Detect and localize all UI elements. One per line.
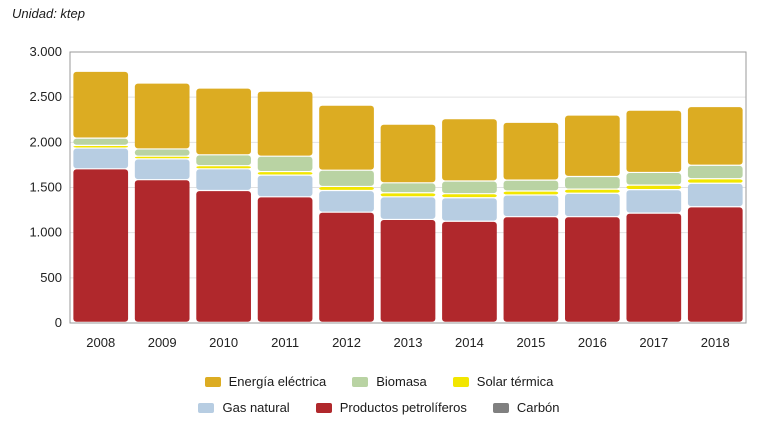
bar-segment: [196, 166, 251, 169]
bar-segment: [503, 180, 559, 191]
legend-label: Biomasa: [376, 374, 427, 389]
bar-segment: [503, 217, 559, 322]
y-tick-label: 1.500: [29, 180, 62, 195]
bar-segment: [319, 170, 374, 186]
legend-item-productos-petroliferos: Productos petrolíferos: [315, 400, 467, 415]
bar-segment: [626, 213, 682, 322]
bar-segment: [196, 155, 251, 166]
x-category-label: 2018: [701, 335, 730, 350]
bar-segment: [73, 138, 129, 145]
legend-item-biomasa: Biomasa: [352, 374, 427, 389]
legend-swatch-solar-termica: [452, 376, 469, 387]
legend-label: Energía eléctrica: [228, 374, 327, 389]
bar-segment: [134, 156, 190, 159]
bar-segment: [380, 193, 436, 197]
bar-segment: [626, 173, 682, 185]
x-category-label: 2009: [148, 335, 177, 350]
y-tick-label: 3.000: [29, 44, 62, 59]
bar-segment: [442, 119, 497, 181]
y-tick-label: 500: [40, 270, 62, 285]
bar-segment: [626, 185, 682, 190]
legend-item-solar-termica: Solar térmica: [452, 374, 554, 389]
bar-segment: [442, 194, 497, 198]
bar-segment: [319, 105, 374, 170]
x-category-label: 2016: [578, 335, 607, 350]
legend-label: Solar térmica: [476, 374, 554, 389]
x-category-label: 2015: [516, 335, 545, 350]
bar-segment: [442, 221, 497, 322]
bar-segment: [565, 217, 620, 322]
bar-segment: [565, 115, 620, 176]
bar-segment: [565, 177, 620, 189]
bar-segment: [73, 169, 129, 322]
bar-segment: [196, 169, 251, 190]
bar-segment: [442, 198, 497, 221]
unit-label: Unidad: ktep: [12, 6, 85, 21]
axis-layer: 0 500 1.000 1.500 2.000 2.500 3.000 2008 2009 201…: [29, 44, 747, 350]
bar-segment: [319, 191, 374, 212]
bar-segment: [134, 159, 190, 180]
legend-swatch-biomasa: [352, 376, 369, 387]
y-tick-label: 0: [55, 315, 62, 330]
bar-segment: [196, 191, 251, 322]
bar-segment: [319, 212, 374, 322]
bar-segment: [134, 149, 190, 156]
x-category-label: 2017: [639, 335, 668, 350]
bar-segment: [134, 83, 190, 149]
bar-segment: [503, 195, 559, 217]
bars-layer: [73, 71, 743, 322]
bar-segment: [626, 110, 682, 172]
bar-segment: [257, 175, 313, 197]
bar-segment: [503, 191, 559, 195]
bar-segment: [134, 180, 190, 322]
bar-segment: [257, 156, 313, 171]
legend-swatch-energia-electrica: [204, 376, 221, 387]
legend-swatch-carbon: [492, 402, 509, 413]
legend-label: Carbón: [516, 400, 560, 415]
x-category-label: 2012: [332, 335, 361, 350]
legend-item-carbon: Carbón: [492, 400, 560, 415]
bar-segment: [565, 193, 620, 217]
bar-segment: [380, 183, 436, 193]
bar-segment: [626, 190, 682, 213]
bar-segment: [257, 197, 313, 322]
legend-item-energia-electrica: Energía eléctrica: [204, 374, 327, 389]
x-category-label: 2010: [209, 335, 238, 350]
legend-swatch-productos-petroliferos: [315, 402, 332, 413]
bar-segment: [687, 207, 743, 322]
plot-frame: [69, 51, 747, 324]
bar-segment: [380, 220, 436, 322]
legend-row-2: Gas natural Productos petrolíferos Carbó…: [0, 400, 758, 415]
y-tick-label: 1.000: [29, 225, 62, 240]
x-category-label: 2011: [271, 335, 299, 350]
bar-segment: [196, 88, 251, 155]
bar-segment: [257, 172, 313, 175]
bar-segment: [73, 145, 129, 148]
legend-item-gas-natural: Gas natural: [198, 400, 290, 415]
y-tick-label: 2.000: [29, 134, 62, 149]
stacked-bar-chart: 0 500 1.000 1.500 2.000 2.500 3.000 2008 2009 201…: [29, 44, 747, 350]
legend-label: Productos petrolíferos: [339, 400, 467, 415]
bar-segment: [380, 124, 436, 183]
legend-label: Gas natural: [222, 400, 290, 415]
y-tick-label: 2.500: [29, 89, 62, 104]
bar-segment: [687, 183, 743, 207]
bar-segment: [73, 148, 129, 169]
legend-row-1: Energía eléctrica Biomasa Solar térmica: [0, 374, 758, 389]
bar-segment: [380, 197, 436, 219]
bar-segment: [73, 71, 129, 138]
bar-segment: [687, 165, 743, 179]
x-category-label: 2013: [394, 335, 423, 350]
x-category-label: 2014: [455, 335, 484, 350]
bar-segment: [319, 187, 374, 190]
bar-segment: [503, 122, 559, 180]
bar-segment: [442, 181, 497, 194]
legend-swatch-gas-natural: [198, 402, 215, 413]
bar-segment: [257, 91, 313, 156]
bar-segment: [687, 107, 743, 165]
bar-segment: [687, 179, 743, 183]
x-category-label: 2008: [86, 335, 115, 350]
bar-segment: [565, 189, 620, 193]
